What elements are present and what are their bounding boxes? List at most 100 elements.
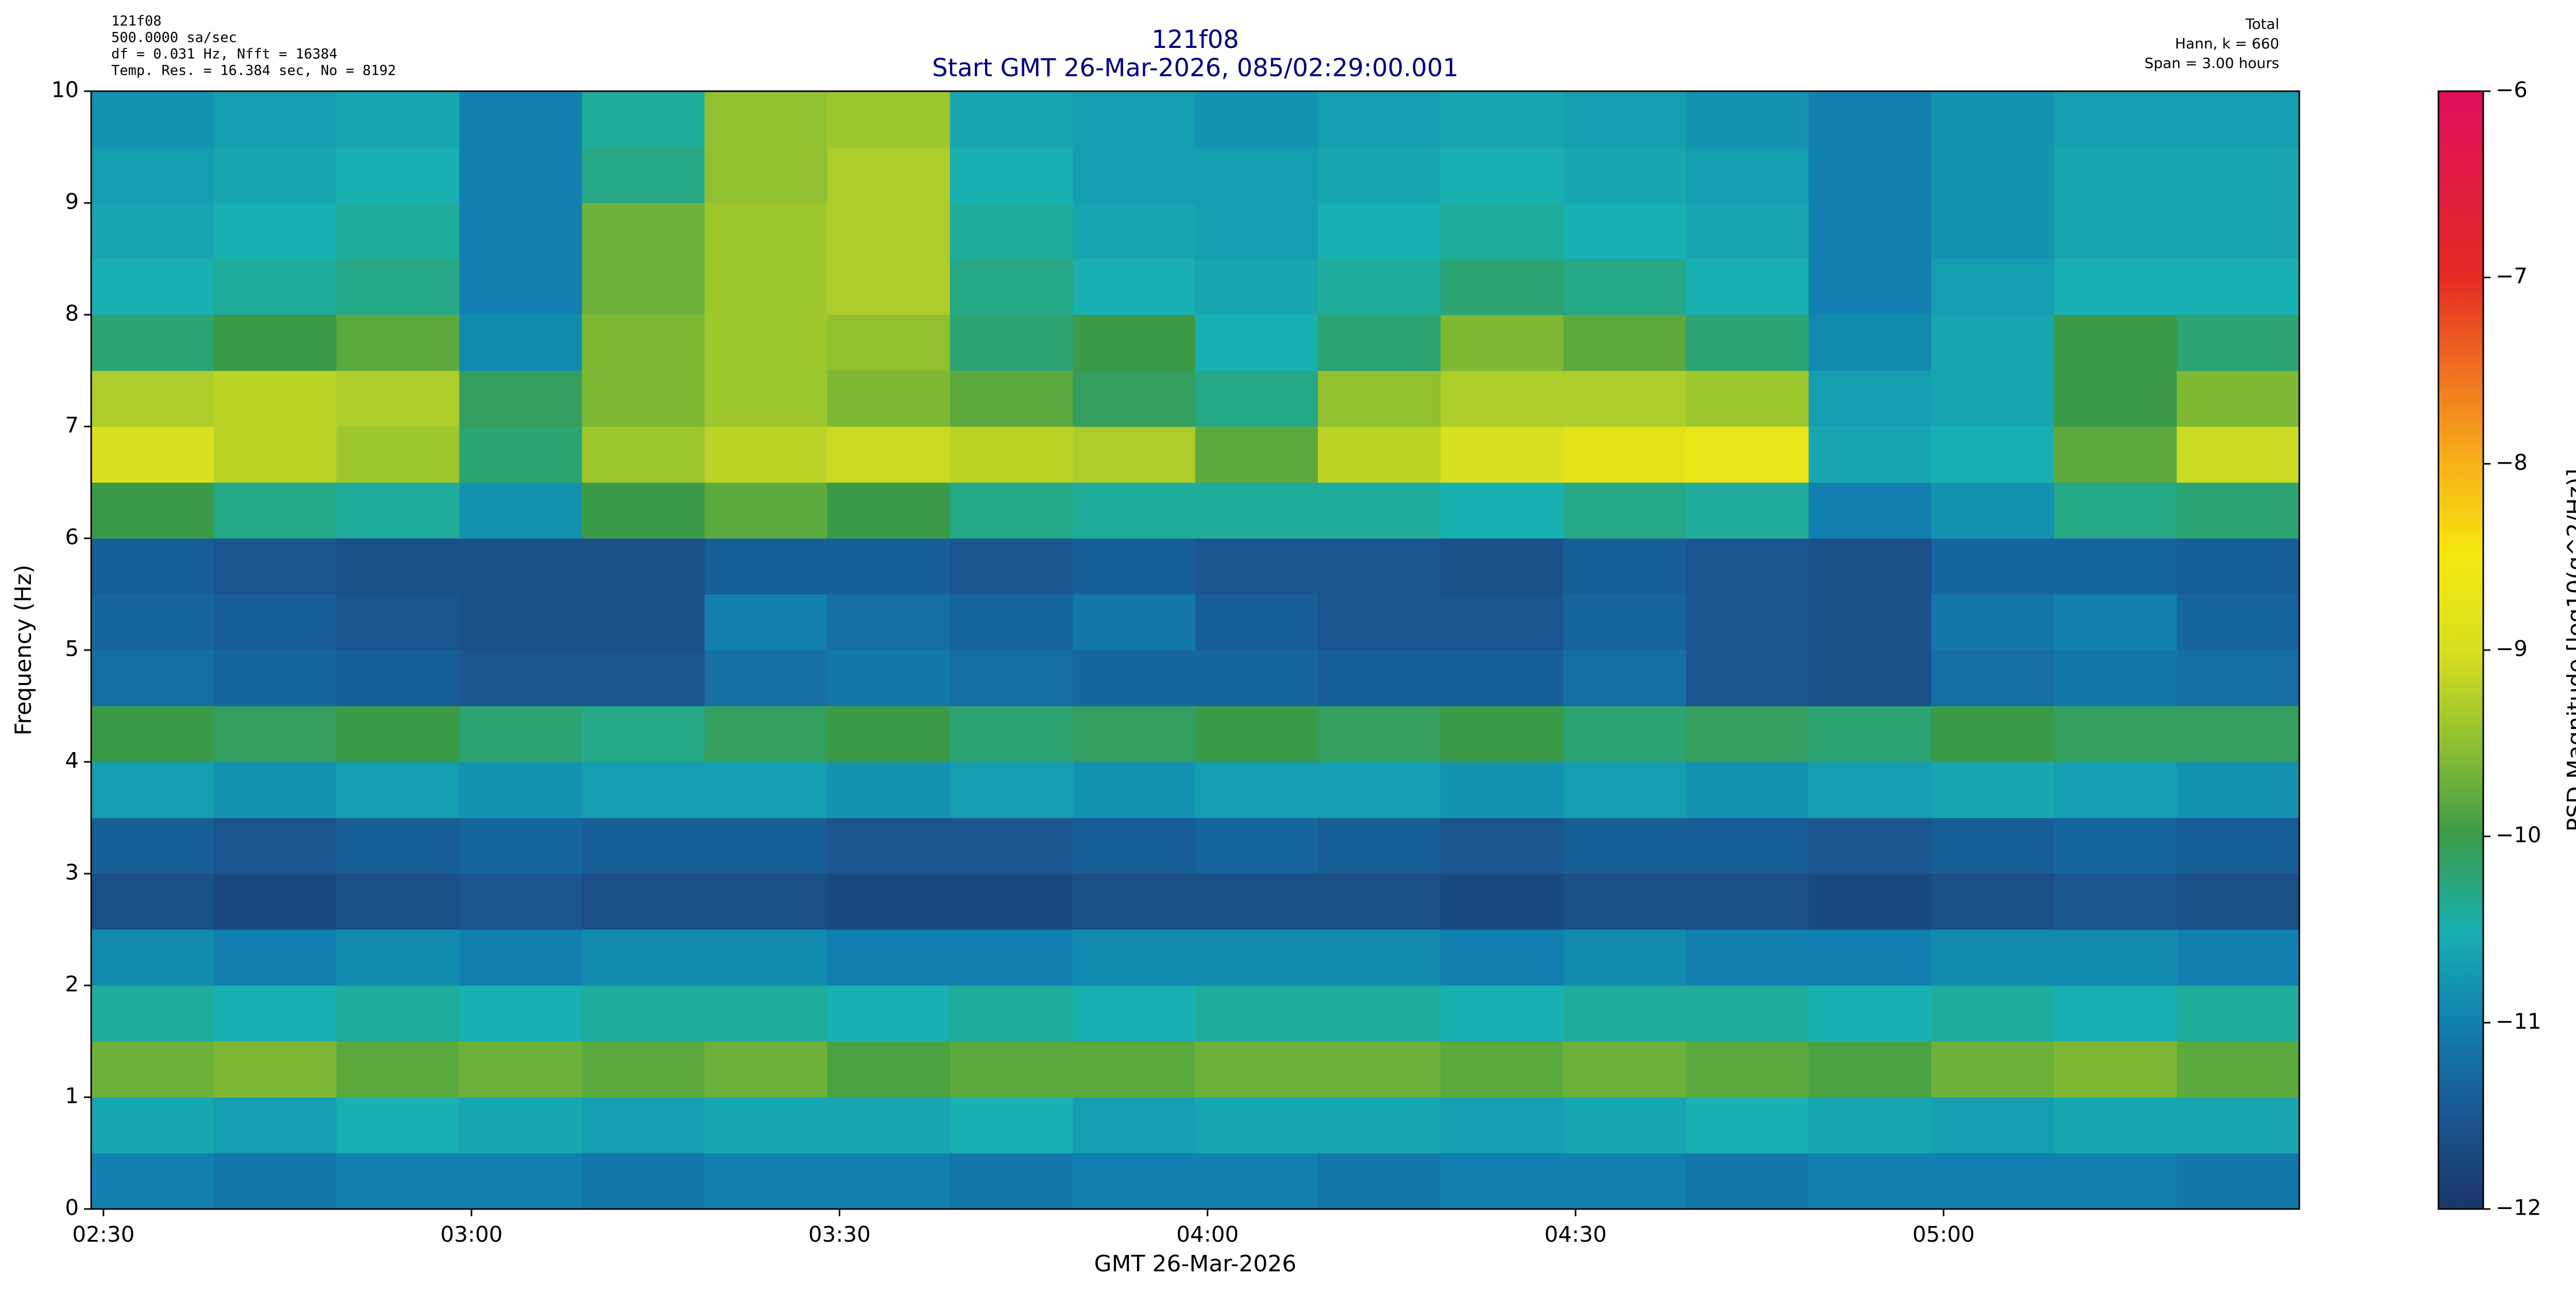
heatmap-cell xyxy=(336,1097,460,1153)
heatmap-cell xyxy=(582,315,705,371)
heatmap-cell xyxy=(582,1153,705,1210)
heatmap-cell xyxy=(1686,370,1809,427)
heatmap-cell xyxy=(1318,929,1441,986)
heatmap-cell xyxy=(214,985,337,1042)
heatmap-cell xyxy=(1440,706,1564,762)
heatmap-cell xyxy=(1563,594,1686,651)
heatmap-cell xyxy=(582,482,705,539)
heatmap-cell xyxy=(1931,929,2055,986)
heatmap-cell xyxy=(1931,1097,2055,1153)
heatmap-cell xyxy=(1072,482,1196,539)
heatmap-cell xyxy=(827,1153,951,1210)
heatmap-cell xyxy=(2176,1041,2300,1098)
heatmap-cell xyxy=(2176,762,2300,818)
colorbar-tick-label: −6 xyxy=(2496,77,2528,103)
heatmap-cell xyxy=(582,594,705,651)
heatmap-cell xyxy=(1808,538,1932,594)
heatmap-cell xyxy=(1440,538,1564,594)
heatmap-cell xyxy=(214,818,337,874)
heatmap-cell xyxy=(1318,538,1441,594)
y-tick-label: 1 xyxy=(65,1083,79,1109)
colorbar-tick-label: −12 xyxy=(2496,1195,2541,1220)
heatmap-cell xyxy=(1563,762,1686,818)
heatmap-cell xyxy=(214,370,337,427)
heatmap-cell xyxy=(2054,650,2177,706)
heatmap-cell xyxy=(1686,706,1809,762)
heatmap-cell xyxy=(1808,259,1932,315)
heatmap-cell xyxy=(827,650,951,706)
x-tick-label: 03:00 xyxy=(440,1222,503,1247)
heatmap-cell xyxy=(1072,315,1196,371)
heatmap-cell xyxy=(214,315,337,371)
heatmap-cell xyxy=(1808,203,1932,259)
heatmap-cell xyxy=(91,482,214,539)
heatmap-cell xyxy=(1808,650,1932,706)
heatmap-cell xyxy=(1318,370,1441,427)
heatmap-cell xyxy=(459,370,582,427)
heatmap-cell xyxy=(827,1097,951,1153)
heatmap-cell xyxy=(1563,1153,1686,1210)
heatmap-cell xyxy=(950,706,1073,762)
heatmap-cell xyxy=(704,818,828,874)
heatmap-cell xyxy=(1072,91,1196,147)
heatmap-cell xyxy=(459,1153,582,1210)
heatmap-cell xyxy=(91,874,214,930)
heatmap-cell xyxy=(336,427,460,483)
heatmap-cell xyxy=(1440,370,1564,427)
heatmap-cell xyxy=(950,818,1073,874)
heatmap-cell xyxy=(1195,427,1318,483)
heatmap-cell xyxy=(582,874,705,930)
heatmap-cell xyxy=(950,315,1073,371)
y-tick-label: 6 xyxy=(65,524,79,550)
heatmap-cell xyxy=(827,259,951,315)
heatmap-cell xyxy=(1686,427,1809,483)
heatmap-cell xyxy=(2054,706,2177,762)
heatmap-cell xyxy=(1686,147,1809,203)
heatmap-cell xyxy=(2176,1097,2300,1153)
heatmap-cell xyxy=(950,650,1073,706)
heatmap-cell xyxy=(2176,985,2300,1042)
heatmap-cell xyxy=(459,427,582,483)
heatmap-cell xyxy=(91,370,214,427)
heatmap-cell xyxy=(1686,818,1809,874)
heatmap-cell xyxy=(704,91,828,147)
heatmap-cell xyxy=(1072,594,1196,651)
heatmap-cell xyxy=(214,929,337,986)
heatmap-cell xyxy=(1440,482,1564,539)
heatmap-cell xyxy=(1931,147,2055,203)
heatmap-cell xyxy=(1195,482,1318,539)
heatmap-cell xyxy=(1563,147,1686,203)
heatmap-cell xyxy=(214,427,337,483)
heatmap-cell xyxy=(1440,818,1564,874)
heatmap-cell xyxy=(1808,370,1932,427)
heatmap-cell xyxy=(1931,91,2055,147)
heatmap-cell xyxy=(214,91,337,147)
heatmap-cell xyxy=(91,427,214,483)
x-tick-label: 05:00 xyxy=(1912,1222,1975,1247)
heatmap-cell xyxy=(459,538,582,594)
heatmap-cell xyxy=(950,538,1073,594)
heatmap-cell xyxy=(1563,482,1686,539)
heatmap-cell xyxy=(950,594,1073,651)
heatmap-cell xyxy=(1072,370,1196,427)
colorbar-tick-label: −10 xyxy=(2496,822,2541,847)
heatmap-cell xyxy=(1686,91,1809,147)
heatmap-cell xyxy=(2054,1153,2177,1210)
heatmap-cell xyxy=(1195,929,1318,986)
heatmap-cell xyxy=(950,929,1073,986)
heatmap-cell xyxy=(950,1041,1073,1098)
y-tick-label: 9 xyxy=(65,189,79,214)
heatmap-cell xyxy=(1195,874,1318,930)
heatmap-cell xyxy=(459,482,582,539)
heatmap-cell xyxy=(459,650,582,706)
heatmap-cell xyxy=(950,762,1073,818)
heatmap-cell xyxy=(336,594,460,651)
heatmap-cell xyxy=(1440,762,1564,818)
heatmap-cell xyxy=(950,427,1073,483)
heatmap-cell xyxy=(704,315,828,371)
heatmap-cell xyxy=(459,874,582,930)
heatmap-cell xyxy=(827,147,951,203)
heatmap-cell xyxy=(1072,427,1196,483)
heatmap-cell xyxy=(1072,650,1196,706)
heatmap-cell xyxy=(91,1153,214,1210)
